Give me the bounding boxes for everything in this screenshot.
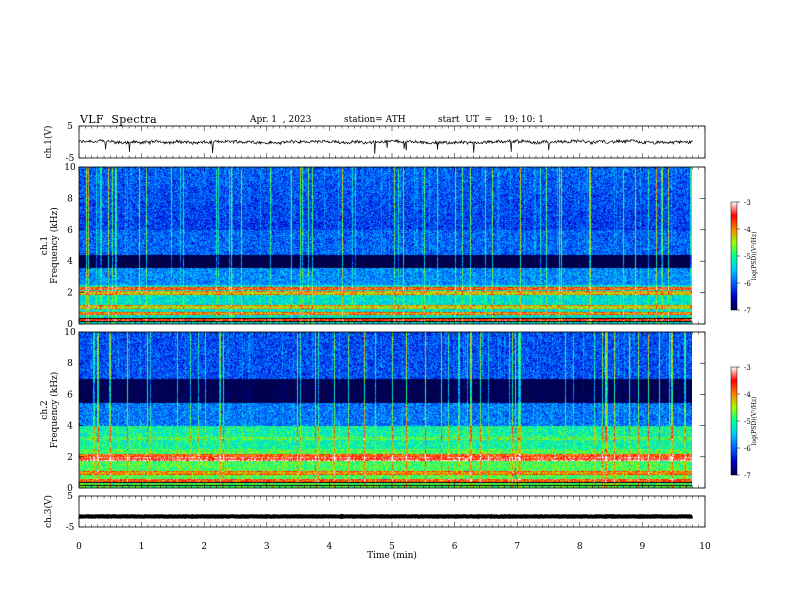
ch2-spectrogram-ylabel: ch.2 [40, 400, 50, 419]
xtick-5: 5 [389, 542, 395, 552]
ch3-voltage-ytick-1: -5 [66, 523, 75, 533]
ch1-cbtick-3: -6 [744, 280, 751, 288]
ch1-cbtick-2: -5 [744, 253, 751, 261]
ch1-spectrogram-ylabel: ch.1 [40, 236, 50, 255]
ch1-cblabel: log(PSD)(V²/Hz) [751, 232, 758, 281]
ch2-cbtick-3: -6 [744, 445, 751, 453]
ch2-spectrogram-ylabel-2: Frequency (kHz) [49, 372, 60, 449]
ch2-spectrogram-ytick-4: 8 [67, 359, 73, 369]
ch2-cblabel: log(PSD)(V²/Hz) [751, 397, 758, 446]
ch1-voltage-ytick-0: 5 [67, 122, 73, 132]
ch2-cbtick-2: -5 [744, 418, 751, 426]
ch2-spectrogram-ytick-3: 6 [67, 390, 73, 400]
ch1-voltage-ytick-1: -5 [66, 154, 75, 164]
ch1-spectrogram-ytick-5: 10 [64, 163, 76, 173]
chart-title: VLF Spectra [80, 113, 157, 126]
station-label: station= ATH [344, 115, 406, 125]
start-ut-label: start UT = 19: 10: 1 [438, 115, 544, 125]
ch2-colorbar [730, 366, 738, 476]
ch3-voltage-trace [78, 513, 694, 520]
ch1-spectrogram-ytick-3: 6 [67, 226, 73, 236]
xtick-2: 2 [201, 542, 207, 552]
ch1-spectrogram-ytick-2: 4 [67, 257, 73, 267]
ch1-spectrogram-ytick-4: 8 [67, 194, 73, 204]
xtick-1: 1 [139, 542, 145, 552]
xtick-10: 10 [699, 542, 711, 552]
ch2-cbtick-4: -7 [744, 472, 751, 480]
ch2-spectrogram-ytick-0: 0 [67, 484, 73, 494]
ch2-cbtick-1: -4 [744, 391, 751, 399]
ch1-voltage-ylabel: ch.1(V) [43, 126, 54, 159]
ch1-spectrogram-ylabel-2: Frequency (kHz) [49, 207, 60, 284]
ch1-spectrogram-image [79, 167, 692, 324]
xtick-0: 0 [76, 542, 82, 552]
xtick-4: 4 [327, 542, 333, 552]
xtick-6: 6 [452, 542, 458, 552]
ch2-cbtick-0: -3 [744, 364, 751, 372]
ch1-spectrogram-ytick-0: 0 [67, 320, 73, 330]
xtick-3: 3 [264, 542, 270, 552]
xtick-9: 9 [640, 542, 646, 552]
ch1-cbtick-1: -4 [744, 226, 751, 234]
ch1-cbtick-4: -7 [744, 307, 751, 315]
xtick-8: 8 [577, 542, 583, 552]
ch1-colorbar [730, 201, 738, 311]
xtick-7: 7 [514, 542, 520, 552]
ch2-spectrogram-ytick-1: 2 [67, 453, 73, 463]
ch1-cbtick-0: -3 [744, 199, 751, 207]
ch2-spectrogram-ytick-5: 10 [64, 328, 76, 338]
ch2-spectrogram-image [79, 332, 692, 488]
ch3-voltage-ytick-0: 5 [67, 492, 73, 502]
x-axis-label: Time (min) [367, 550, 417, 561]
ch1-spectrogram-ytick-1: 2 [67, 289, 73, 299]
ch3-voltage-ylabel: ch.3(V) [43, 495, 54, 528]
ch1-voltage-trace [78, 138, 693, 154]
ch2-spectrogram-ytick-2: 4 [67, 422, 73, 432]
date-label: Apr. 1 , 2023 [250, 115, 312, 125]
